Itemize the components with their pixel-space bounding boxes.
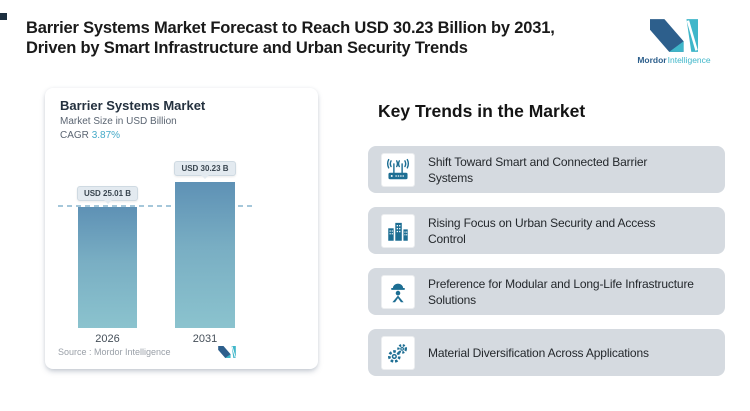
x-axis-label: 2026 [95,333,120,345]
trend-text: Preference for Modular and Long-Life Inf… [428,276,694,307]
bar-value-label: USD 25.01 B [76,186,139,204]
buildings-icon [388,222,408,241]
trend-card-urban-security: Rising Focus on Urban Security and Acces… [368,207,725,254]
mordor-logo: MordorIntelligence [634,19,714,65]
icon-box [381,213,415,248]
reference-dashed-line [58,205,255,207]
source-row: Source : Mordor Intelligence [58,346,236,358]
page-title-line2: Driven by Smart Infrastructure and Urban… [26,39,468,57]
icon-box [381,274,415,309]
icon-box [381,152,415,187]
icon-box [381,335,415,370]
trend-card-modular-infrastructure: Preference for Modular and Long-Life Inf… [368,268,725,315]
trend-text: Rising Focus on Urban Security and Acces… [428,215,656,246]
cagr-value: 3.87% [91,130,121,141]
mordor-logo-mini-icon [218,346,236,358]
trend-card-material-diversification: Material Diversification Across Applicat… [368,329,725,376]
chart-cagr: CAGR 3.87% [60,130,120,141]
page-title: Barrier Systems Market Forecast to Reach… [26,18,555,58]
chart-subtitle: Market Size in USD Billion [60,116,177,127]
bar-group-2026: USD 25.01 B 2026 [76,142,139,345]
page-title-line1: Barrier Systems Market Forecast to Reach… [26,19,555,37]
chart-card: Barrier Systems Market Market Size in US… [45,88,318,369]
router-signal-icon [386,158,410,179]
gears-icon [388,343,407,363]
trend-text: Shift Toward Smart and Connected Barrier… [428,154,648,185]
trends-list: Shift Toward Smart and Connected Barrier… [368,146,725,376]
engineer-icon [391,283,405,302]
chart-title: Barrier Systems Market [60,98,206,113]
bar-chart: USD 25.01 B 2026 USD 30.23 B 2031 [45,142,318,345]
x-axis-label: 2031 [192,333,218,345]
logo-brand-bold: Mordor [637,55,667,65]
logo-brand-light: Intelligence [667,55,711,65]
trend-text: Material Diversification Across Applicat… [428,345,649,360]
mordor-logo-icon [650,19,698,52]
bar-2026 [78,207,137,328]
trends-heading: Key Trends in the Market [378,101,586,121]
mordor-logo-text: MordorIntelligence [634,55,714,65]
bar-value-label: USD 30.23 B [174,161,236,179]
bar-2031 [175,182,235,328]
cagr-label: CAGR [60,130,89,141]
bar-group-2031: USD 30.23 B 2031 [174,142,236,345]
corner-accent-square [0,13,7,20]
trend-card-smart-connected: Shift Toward Smart and Connected Barrier… [368,146,725,193]
source-label: Source : Mordor Intelligence [58,347,171,357]
